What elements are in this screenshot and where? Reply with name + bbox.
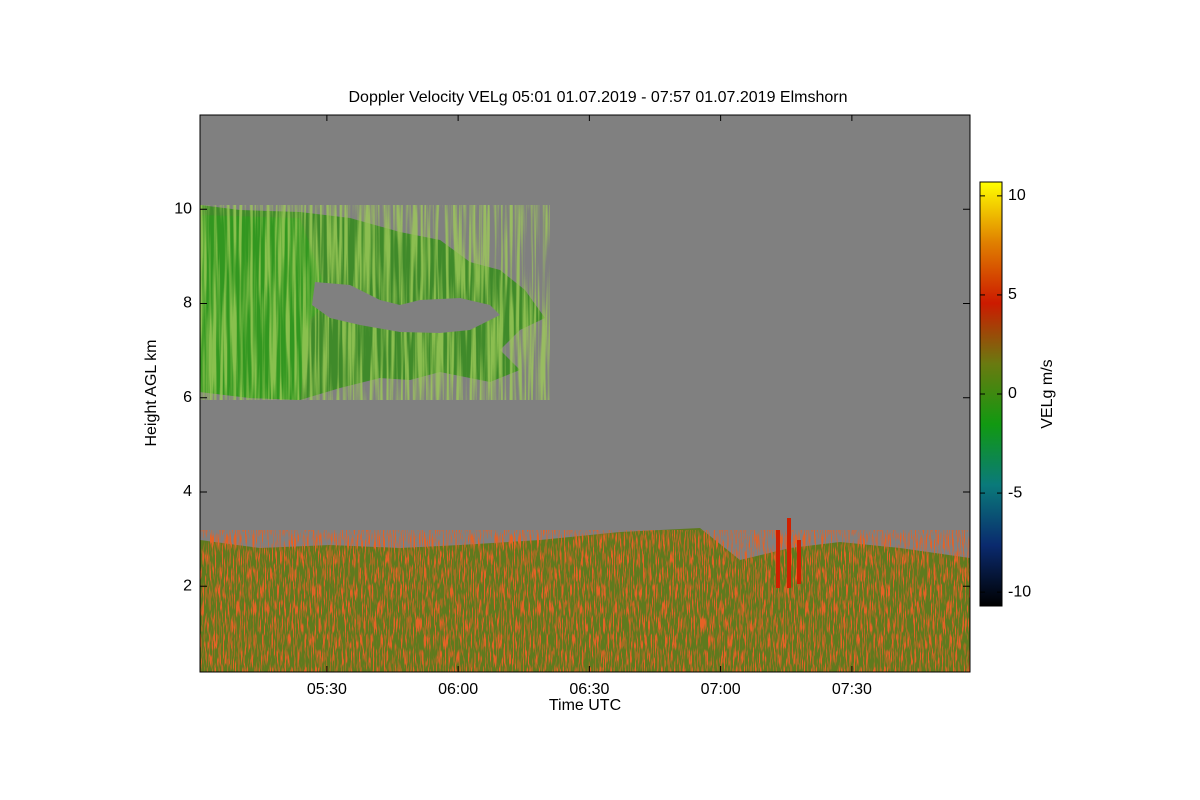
colorbar-label: VELg m/s — [1039, 359, 1056, 428]
plume — [776, 530, 780, 588]
y-tick-label: 6 — [183, 389, 192, 406]
x-tick-label: 06:00 — [438, 681, 478, 698]
y-tick-label: 2 — [183, 577, 192, 594]
colorbar-tick-label: 5 — [1008, 286, 1017, 303]
y-axis-label: Height AGL km — [143, 339, 160, 446]
colorbar-tick-label: 10 — [1008, 187, 1026, 204]
chart-title: Doppler Velocity VELg 05:01 01.07.2019 -… — [348, 89, 847, 106]
x-axis-label: Time UTC — [549, 697, 621, 714]
x-tick-label: 07:00 — [701, 681, 741, 698]
plume — [797, 540, 801, 584]
plume — [787, 518, 791, 588]
x-tick-label: 06:30 — [569, 681, 609, 698]
colorbar-tick-label: -5 — [1008, 484, 1022, 501]
x-tick-label: 07:30 — [832, 681, 872, 698]
boundary-layer-texture — [200, 530, 970, 672]
y-tick-label: 8 — [183, 295, 192, 312]
cloud-gap — [312, 282, 500, 333]
colorbar-tick-label: -10 — [1008, 583, 1031, 600]
colorbar-tick-label: 0 — [1008, 385, 1017, 402]
plot-frame — [199, 114, 971, 673]
y-tick-label: 4 — [183, 483, 192, 500]
x-tick-label: 05:30 — [307, 681, 347, 698]
velocity-field — [200, 205, 970, 672]
y-tick-label: 10 — [174, 200, 192, 217]
